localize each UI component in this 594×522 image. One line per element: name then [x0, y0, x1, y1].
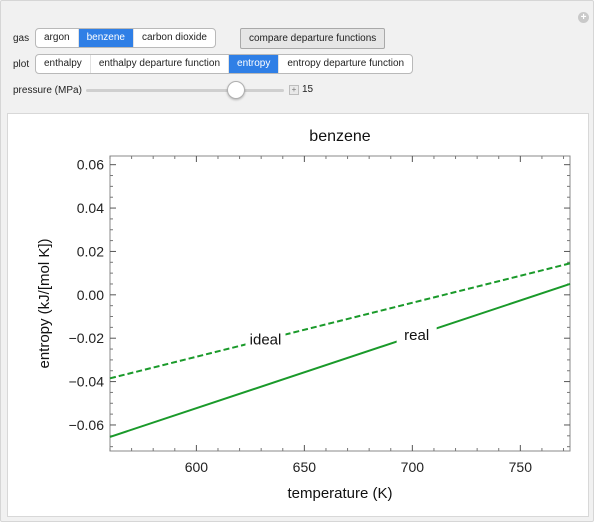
y-tick-label: 0.04 [77, 200, 104, 216]
y-tick-label: −0.04 [69, 374, 105, 390]
chart-title: benzene [309, 128, 370, 145]
x-tick-label: 650 [293, 459, 317, 475]
series-label-ideal: ideal [250, 331, 282, 348]
plot-label: plot [13, 58, 30, 70]
plot-option-enthalpy[interactable]: enthalpy [36, 55, 91, 73]
pressure-slider-track[interactable] [86, 89, 284, 92]
y-tick-label: 0.06 [77, 157, 104, 173]
x-tick-label: 600 [185, 459, 209, 475]
gas-row: gas argon benzene carbon dioxide [13, 28, 216, 48]
y-tick-label: 0.02 [77, 243, 104, 259]
x-axis-label: temperature (K) [287, 485, 392, 502]
gas-option-argon[interactable]: argon [36, 29, 79, 47]
gas-label: gas [13, 32, 30, 44]
pressure-slider-thumb[interactable] [226, 81, 245, 99]
y-tick-label: 0.00 [77, 287, 104, 303]
series-label-real: real [404, 327, 429, 344]
series-label-bg-real [396, 323, 437, 344]
series-label-bg-ideal [245, 328, 286, 349]
compare-departure-functions-button[interactable]: compare departure functions [240, 28, 386, 49]
plot-option-entropy-departure-function[interactable]: entropy departure function [287, 58, 405, 69]
y-axis-label: entropy (kJ/[mol K]) [36, 238, 53, 368]
plot-frame [109, 155, 571, 452]
gas-selector: argon benzene carbon dioxide [35, 28, 216, 48]
x-tick-label: 750 [509, 459, 533, 475]
entropy-chart: benzene 600 650 700 750 0.06 0.04 0.02 0.00 −0.02… [36, 128, 571, 502]
pressure-value: 15 [302, 84, 314, 95]
x-tick-label: 700 [401, 459, 425, 475]
pressure-label: pressure (MPa) [13, 85, 82, 96]
y-tick-label: −0.02 [69, 330, 105, 346]
plot-selector: enthalpy enthalpy departure function entro… [35, 54, 414, 74]
slider-expand-icon[interactable]: + [289, 85, 299, 95]
gas-option-carbon-dioxide[interactable]: carbon dioxide [141, 32, 207, 43]
series-line-ideal [109, 262, 571, 380]
y-tick-label: −0.06 [69, 417, 105, 433]
plot-row: plot enthalpy enthalpy departure function… [13, 54, 414, 74]
gas-option-benzene[interactable]: benzene [78, 29, 134, 47]
plot-option-entropy[interactable]: entropy [229, 55, 280, 73]
series-line-real [109, 283, 571, 438]
plot-area: benzene 600 650 700 750 0.06 0.04 0.02 0.00 −0.02… [7, 113, 589, 517]
plot-option-enthalpy-departure-function[interactable]: enthalpy departure function [91, 55, 230, 73]
plus-icon[interactable]: + [578, 12, 589, 23]
